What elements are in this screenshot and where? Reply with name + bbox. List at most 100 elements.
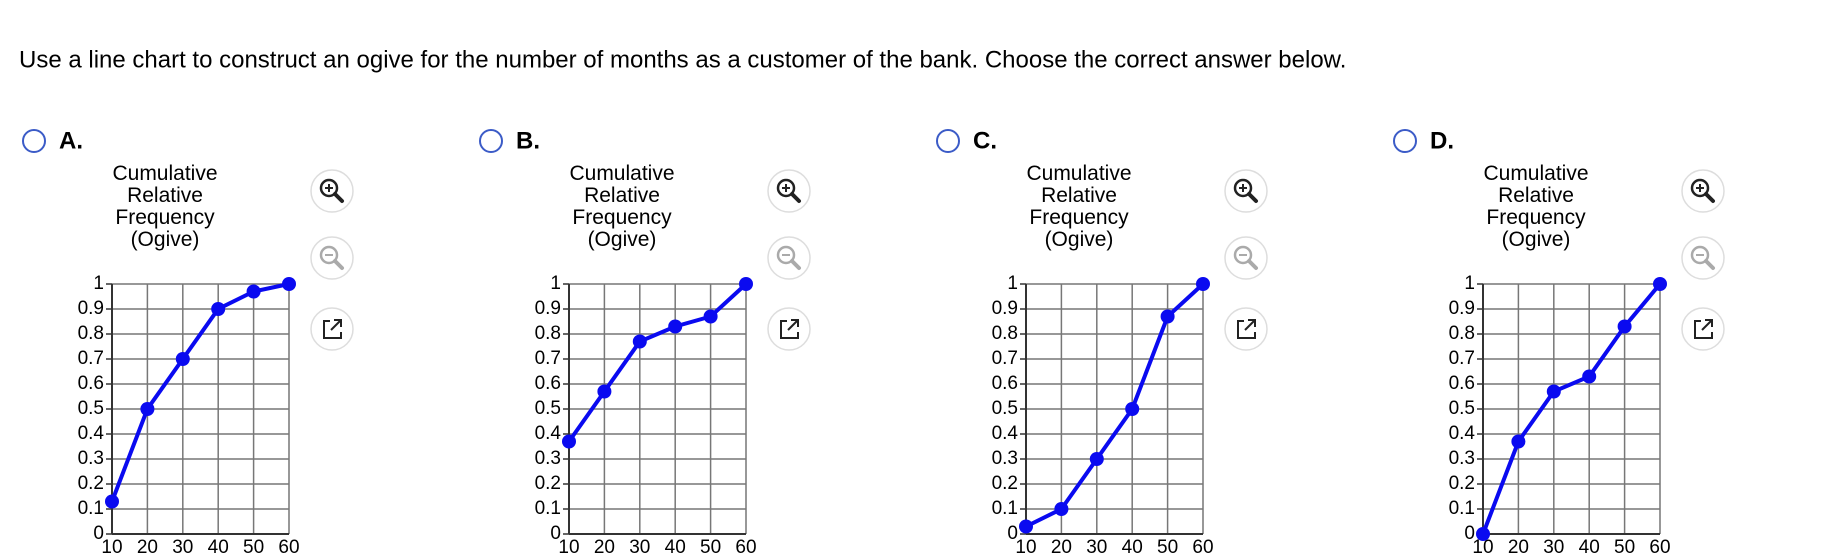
radio-button[interactable] <box>22 129 46 153</box>
y-tick-label: 1 <box>1007 273 1018 294</box>
x-tick-label: 60 <box>278 537 299 556</box>
chart-title-box: Cumulative Relative Frequency (Ogive) <box>1483 163 1588 251</box>
x-tick-label: 20 <box>1508 537 1529 556</box>
y-tick-label: 0.7 <box>992 348 1018 369</box>
y-tick-label: 0.3 <box>992 448 1018 469</box>
data-point <box>140 402 155 416</box>
icon-bg <box>767 169 811 213</box>
icon-lens <box>1690 245 1710 265</box>
icon-handle <box>333 259 344 270</box>
open-button[interactable] <box>767 307 811 351</box>
option-label: C. <box>973 127 997 154</box>
x-tick-label: 10 <box>101 537 122 556</box>
x-tick-label: 10 <box>1472 537 1493 556</box>
y-tick-label: 0.6 <box>992 373 1018 394</box>
y-tick-label: 0.2 <box>992 473 1018 494</box>
open-button[interactable] <box>1681 307 1725 351</box>
y-tick-label: 0.4 <box>535 423 562 444</box>
x-tick-label: 30 <box>629 537 650 556</box>
x-tick-label: 30 <box>1543 537 1564 556</box>
y-tick-label: 0.1 <box>78 498 104 519</box>
y-tick-label: 1 <box>93 273 104 294</box>
chart-title: Cumulative Relative Frequency (Ogive) <box>1026 163 1132 251</box>
chart-title: Cumulative Relative Frequency (Ogive) <box>112 163 218 251</box>
data-point <box>1089 452 1104 466</box>
zoom-in-button[interactable] <box>1681 169 1725 213</box>
icon-arrow <box>787 319 799 331</box>
y-tick-label: 0.1 <box>535 498 561 519</box>
data-point <box>282 277 296 291</box>
x-tick-label: 50 <box>700 537 721 556</box>
icon-box <box>780 320 799 339</box>
y-tick-label: 0.1 <box>992 498 1018 519</box>
zoom-in-button[interactable] <box>767 169 811 213</box>
ogive-line <box>1025 282 1205 529</box>
y-tick-label: 0.2 <box>535 473 561 494</box>
question: Use a line chart to construct an ogive f… <box>19 46 1346 73</box>
y-tick-label: 0.4 <box>78 423 105 444</box>
icon-handle <box>333 192 344 203</box>
data-point <box>668 319 683 334</box>
y-tick-label: 0.6 <box>78 373 104 394</box>
data-point <box>1160 309 1175 324</box>
y-tick-label: 0.7 <box>78 348 104 369</box>
y-tick-label: 0.2 <box>78 473 104 494</box>
zoom-out-button[interactable] <box>767 236 811 280</box>
zoom-out-button[interactable] <box>1224 236 1268 280</box>
ogive-line <box>1481 282 1662 535</box>
y-tick-label: 0.4 <box>1449 423 1476 444</box>
y-tick-label: 0.5 <box>992 398 1018 419</box>
zoom-out-button[interactable] <box>1681 236 1725 280</box>
y-tick-label: 1 <box>550 273 561 294</box>
data-point <box>175 352 190 366</box>
x-tick-label: 50 <box>1614 537 1635 556</box>
y-tick-label: 0.4 <box>992 423 1019 444</box>
y-tick-label: 0.8 <box>78 323 104 344</box>
y-tick-label: 0 <box>1464 523 1475 544</box>
icon-handle <box>790 259 801 270</box>
zoom-in-button[interactable] <box>310 169 354 213</box>
chart-title-box: Cumulative Relative Frequency (Ogive) <box>1026 163 1132 251</box>
data-point <box>597 384 612 399</box>
radio-button[interactable] <box>479 129 503 153</box>
y-tick-label: 1 <box>1464 273 1475 294</box>
icon-bg <box>1681 169 1725 213</box>
y-tick-label: 0.7 <box>1449 348 1475 369</box>
option-label: A. <box>59 127 83 154</box>
y-tick-label: 0 <box>1007 523 1018 544</box>
y-tick-label: 0.8 <box>535 323 561 344</box>
icon-handle <box>1704 259 1715 270</box>
data-point <box>703 309 718 324</box>
icon-handle <box>790 192 801 203</box>
y-tick-label: 0.3 <box>535 448 561 469</box>
zoom-in-button[interactable] <box>1224 169 1268 213</box>
data-point <box>1054 502 1069 516</box>
y-tick-label: 0.8 <box>1449 323 1475 344</box>
y-tick-label: 0.1 <box>1449 498 1475 519</box>
zoom-out-button[interactable] <box>310 236 354 280</box>
icon-bg <box>1224 236 1268 280</box>
x-tick-label: 10 <box>558 537 579 556</box>
icon-bg <box>767 236 811 280</box>
data-point <box>1546 384 1561 399</box>
x-tick-label: 20 <box>137 537 158 556</box>
data-point <box>632 334 647 349</box>
x-tick-label: 60 <box>735 537 756 556</box>
icon-lens <box>776 178 796 198</box>
icon-arrow <box>1701 319 1713 331</box>
data-point <box>739 277 753 291</box>
data-point <box>1653 277 1667 291</box>
radio-button[interactable] <box>936 129 960 153</box>
open-button[interactable] <box>310 307 354 351</box>
x-tick-label: 30 <box>172 537 193 556</box>
icon-arrow <box>1244 319 1256 331</box>
open-button[interactable] <box>1224 307 1268 351</box>
icon-lens <box>1690 178 1710 198</box>
icon-lens <box>1233 245 1253 265</box>
radio-button[interactable] <box>1393 129 1417 153</box>
data-point <box>1511 434 1526 449</box>
data-point <box>1019 519 1033 534</box>
data-point <box>1582 369 1597 384</box>
y-tick-label: 0.2 <box>1449 473 1475 494</box>
